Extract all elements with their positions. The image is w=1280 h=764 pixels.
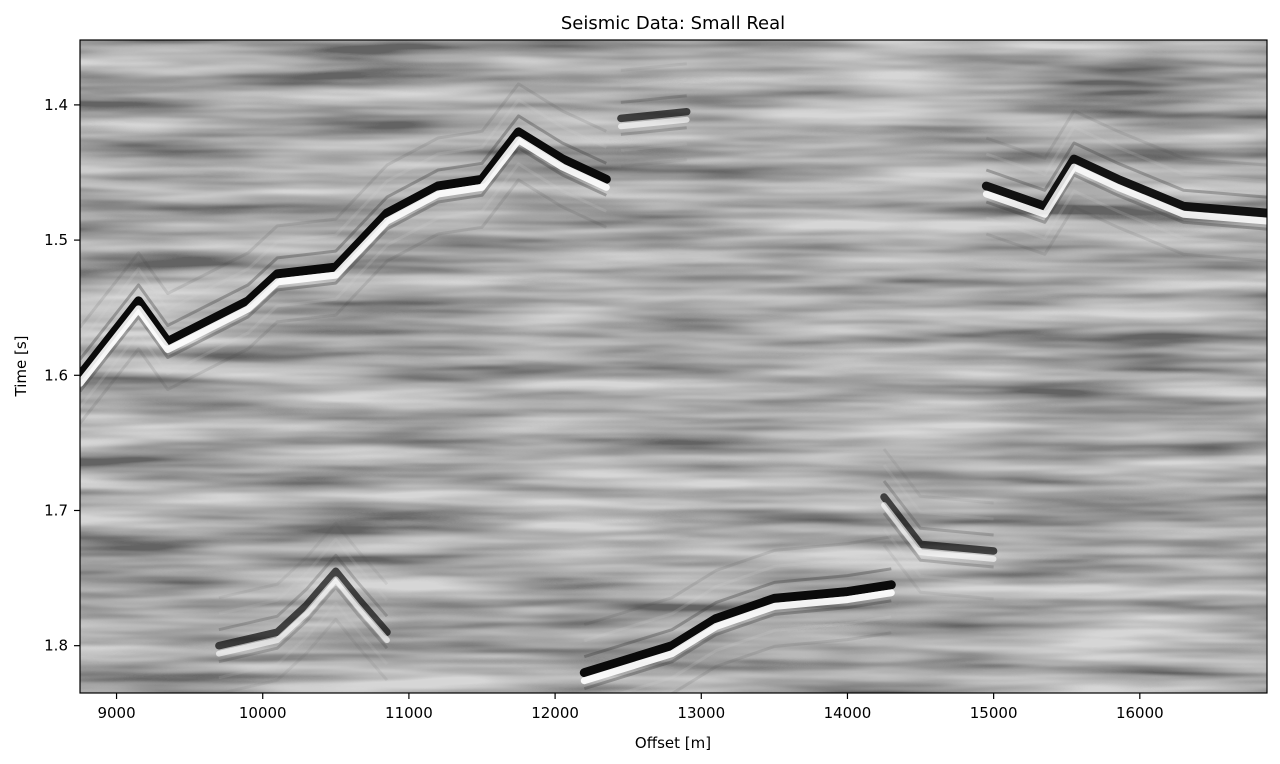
x-tick-label-7: 16000 (1116, 704, 1164, 722)
reflector-5 (880, 448, 998, 601)
reflector-0 (80, 82, 611, 425)
reflector-3 (579, 535, 896, 693)
y-axis-label: Time [s] (12, 336, 30, 398)
reflector-2 (981, 109, 1267, 263)
plot-area (79, 39, 1268, 694)
plot-background (80, 40, 1267, 693)
x-axis: 9000 10000 11000 12000 13000 14000 15000 16000 (97, 693, 1164, 722)
reflector-1 (617, 62, 691, 168)
x-tick-label-2: 11000 (385, 704, 433, 722)
x-tick-label-5: 14000 (824, 704, 872, 722)
chart-title: Seismic Data: Small Real (561, 13, 785, 34)
y-tick-label-2: 1.6 (44, 366, 68, 384)
x-tick-label-4: 13000 (677, 704, 725, 722)
x-tick-label-1: 10000 (239, 704, 287, 722)
reflector-4 (215, 521, 391, 693)
y-tick-label-4: 1.8 (44, 637, 68, 655)
plot-frame (79, 39, 1268, 694)
y-tick-label-3: 1.7 (44, 501, 68, 519)
y-tick-label-1: 1.5 (44, 231, 68, 249)
y-axis: 1.4 1.5 1.6 1.7 1.8 (44, 96, 80, 655)
x-tick-label-3: 12000 (531, 704, 579, 722)
x-tick-label-6: 15000 (970, 704, 1018, 722)
y-tick-label-0: 1.4 (44, 96, 68, 114)
x-axis-label: Offset [m] (635, 734, 711, 752)
x-tick-label-0: 9000 (97, 704, 135, 722)
reflector-layer (80, 62, 1267, 693)
